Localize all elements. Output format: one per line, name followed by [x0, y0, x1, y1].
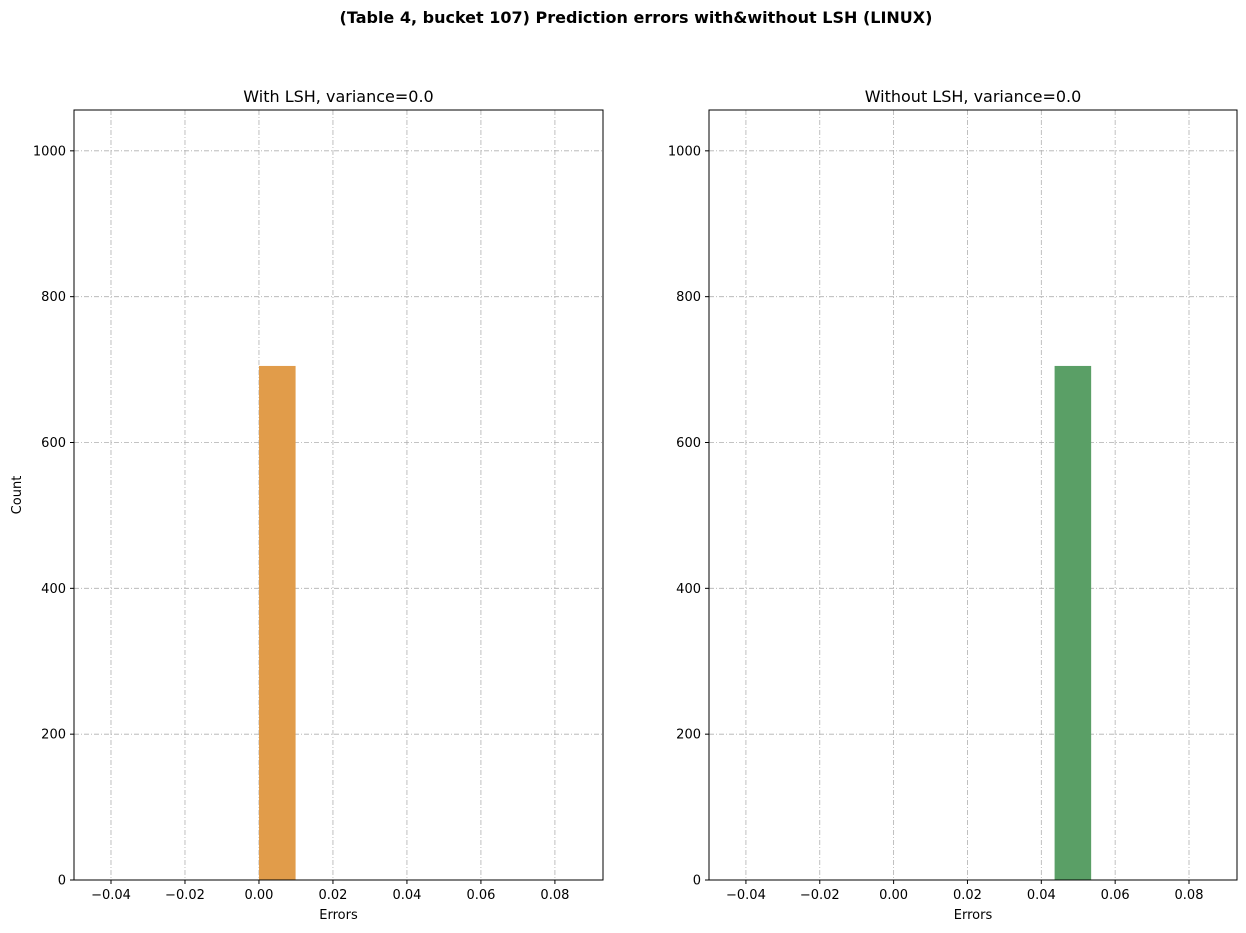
- y-tick-label: 1000: [668, 144, 701, 159]
- x-tick-label: 0.08: [540, 888, 569, 903]
- y-tick-label: 600: [676, 436, 701, 451]
- x-tick-label: 0.02: [318, 888, 347, 903]
- x-tick-label: 0.08: [1175, 888, 1204, 903]
- axes-frame: [708, 109, 1238, 881]
- panel-title: With LSH, variance=0.0: [243, 87, 433, 106]
- y-tick-label: 0: [58, 874, 66, 889]
- x-tick-label: −0.02: [800, 888, 840, 903]
- x-axis-label: Errors: [319, 908, 358, 923]
- x-tick-label: 0.00: [244, 888, 273, 903]
- x-tick-label: −0.04: [726, 888, 766, 903]
- y-tick-label: 600: [41, 436, 66, 451]
- x-tick-label: 0.04: [392, 888, 421, 903]
- figure-title: (Table 4, bucket 107) Prediction errors …: [340, 8, 933, 27]
- y-tick-label: 400: [41, 582, 66, 597]
- x-tick-label: 0.02: [953, 888, 982, 903]
- histogram-bar: [1054, 365, 1092, 880]
- x-tick-label: −0.02: [165, 888, 205, 903]
- y-axis-label: Count: [10, 476, 25, 515]
- x-tick-label: 0.00: [879, 888, 908, 903]
- y-tick-label: 800: [676, 290, 701, 305]
- x-tick-label: 0.06: [1101, 888, 1130, 903]
- y-tick-label: 800: [41, 290, 66, 305]
- y-tick-label: 1000: [33, 144, 66, 159]
- axes-frame: [73, 109, 604, 881]
- panel-title: Without LSH, variance=0.0: [865, 87, 1082, 106]
- y-tick-label: 200: [676, 728, 701, 743]
- histogram-bar: [258, 365, 296, 880]
- y-tick-label: 200: [41, 728, 66, 743]
- x-axis-label: Errors: [954, 908, 993, 923]
- x-tick-label: 0.04: [1027, 888, 1056, 903]
- x-tick-label: −0.04: [91, 888, 131, 903]
- panel-with-lsh: −0.04 −0.02 0.00 0.02 0.04 0.06 0.08 0 200 400 600…: [10, 87, 604, 923]
- y-tick-label: 0: [693, 874, 701, 889]
- panel-without-lsh: −0.04 −0.02 0.00 0.02 0.04 0.06 0.08 0 200 400 600…: [668, 87, 1238, 923]
- x-tick-label: 0.06: [466, 888, 495, 903]
- y-tick-label: 400: [676, 582, 701, 597]
